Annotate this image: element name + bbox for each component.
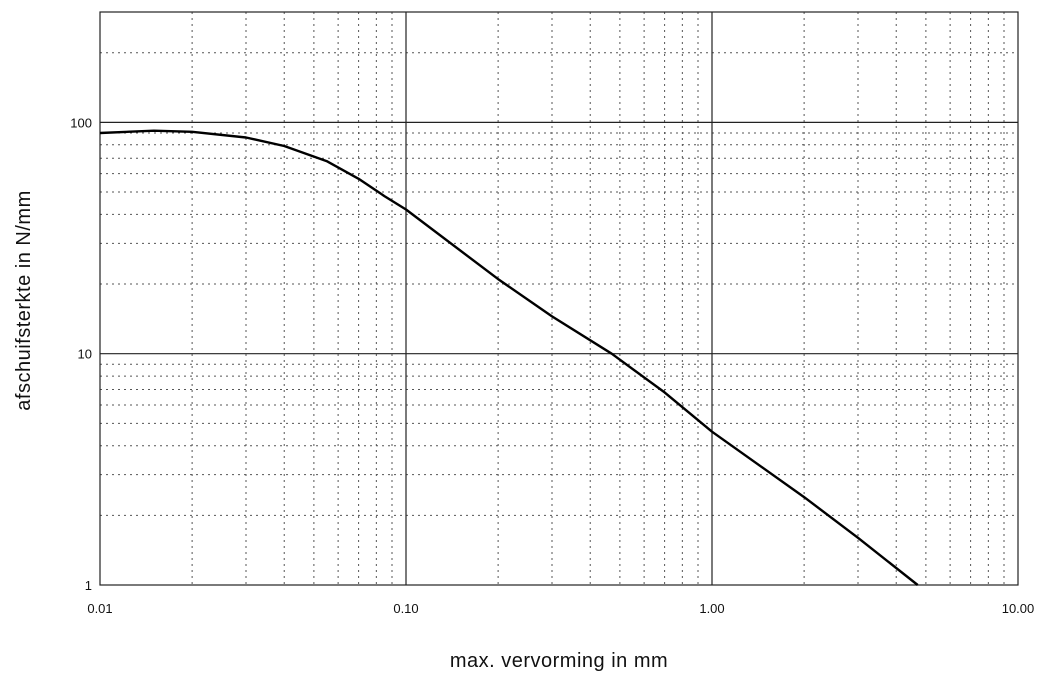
x-tick-label: 10.00 [1002, 601, 1035, 616]
plot-frame [99, 11, 1019, 586]
series-layer [99, 129, 919, 586]
y-tick-label: 1 [85, 578, 92, 593]
series-line [99, 129, 919, 586]
x-axis-label: max. vervorming in mm [450, 650, 668, 672]
minor-gridlines [100, 11, 1018, 585]
x-tick-label: 0.10 [393, 601, 418, 616]
y-tick-labels: 1 10 100 [70, 115, 92, 593]
x-tick-labels: 0.01 0.10 1.00 10.00 [87, 601, 1034, 616]
x-tick-label: 0.01 [87, 601, 112, 616]
major-gridlines [100, 12, 1018, 585]
y-tick-label: 10 [78, 347, 92, 362]
y-axis-label: afschuifsterkte in N/mm [13, 190, 35, 410]
x-tick-label: 1.00 [699, 601, 724, 616]
y-tick-label: 100 [70, 115, 92, 130]
